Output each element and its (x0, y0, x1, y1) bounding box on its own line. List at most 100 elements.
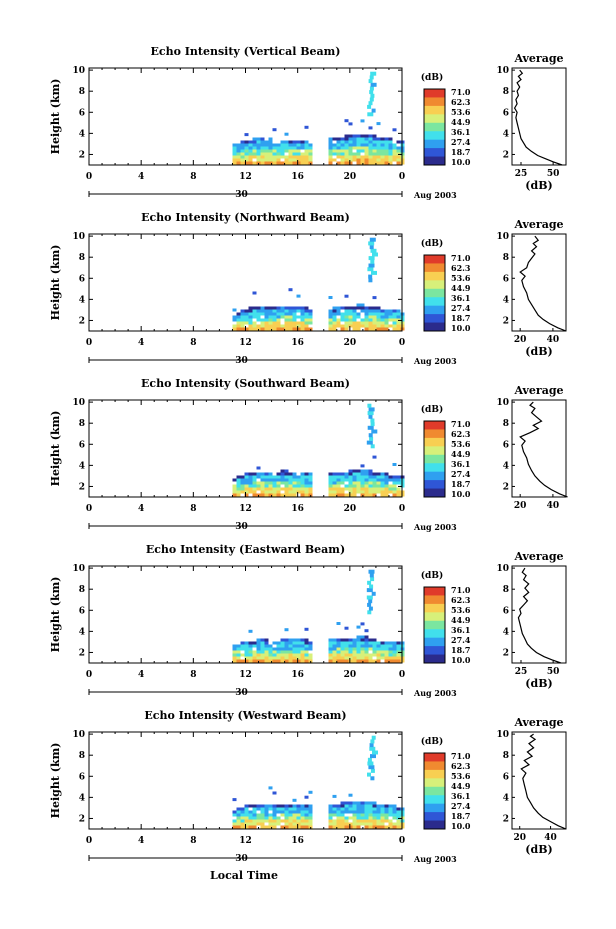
heatmap-cell (344, 825, 349, 829)
heatmap-cell (360, 622, 365, 626)
heatmap-cell (260, 810, 265, 814)
heatmap-cell (304, 810, 309, 814)
heatmap-cell (288, 493, 293, 497)
y-tick-label: 6 (79, 772, 85, 782)
heatmap-cell (268, 478, 273, 482)
profile-x-tick-label: 20 (514, 335, 527, 345)
heatmap-cell (388, 807, 393, 811)
heatmap-cell (264, 650, 269, 654)
heatmap-cell (288, 475, 293, 479)
heatmap-cell (300, 659, 305, 663)
heatmap-cell (376, 819, 381, 823)
heatmap-cell (300, 804, 305, 808)
chart-panel: Echo Intensity (Westward Beam)Height (km… (49, 709, 567, 864)
heatmap-cell (292, 816, 297, 820)
x-tick-label: 20 (344, 836, 357, 846)
heatmap-cell (284, 804, 289, 808)
heatmap-cell (272, 475, 277, 479)
heatmap-cell (368, 149, 373, 153)
heatmap-cell (368, 493, 373, 497)
heatmap-cell (392, 490, 397, 494)
heatmap-cell (240, 487, 245, 491)
heatmap-cell (272, 143, 277, 147)
heatmap-cell (240, 810, 245, 814)
heatmap-cell (392, 644, 397, 648)
heatmap-cell (340, 656, 345, 660)
heatmap-cell (288, 825, 293, 829)
heatmap-cell (236, 810, 241, 814)
heatmap-cell (360, 472, 365, 476)
heatmap-cell (256, 650, 261, 654)
heatmap-cell (244, 481, 249, 485)
heatmap-cell (396, 315, 401, 319)
heatmap-cell (296, 819, 301, 823)
heatmap-cell (304, 822, 309, 826)
heatmap-cell (336, 161, 341, 165)
profile-y-tick-label: 2 (503, 814, 509, 824)
heatmap-cell (296, 490, 301, 494)
heatmap-cell (336, 481, 341, 485)
heatmap-cell (260, 143, 265, 147)
heatmap-cell (276, 158, 281, 162)
heatmap-cell (360, 303, 365, 307)
heatmap-cell (356, 810, 361, 814)
heatmap-cell (328, 813, 333, 817)
heatmap-cell (332, 315, 337, 319)
x-tick-label: 8 (190, 836, 196, 846)
heatmap-cell (256, 324, 261, 328)
heatmap-cell (236, 158, 241, 162)
heatmap-cell (340, 324, 345, 328)
heatmap-cell (256, 807, 261, 811)
x-tick-label: 0 (86, 172, 92, 182)
colorbar-unit: (dB) (421, 72, 443, 83)
heatmap-cell (240, 327, 245, 331)
heatmap-cell (296, 475, 301, 479)
heatmap-cell (352, 816, 357, 820)
heatmap-cell (388, 484, 393, 488)
heatmap-cell (292, 475, 297, 479)
heatmap-cell (344, 626, 349, 630)
heatmap-cell (264, 659, 269, 663)
heatmap-cell (308, 158, 313, 162)
heatmap-cell (232, 825, 237, 829)
colorbar-tick-label: 10.0 (451, 157, 471, 167)
heatmap-cell (272, 819, 277, 823)
heatmap-cell (360, 819, 365, 823)
heatmap-cell (260, 641, 265, 645)
profile-y-tick-label: 2 (503, 150, 509, 160)
heatmap-cell (276, 490, 281, 494)
heatmap-cell (368, 825, 373, 829)
heatmap-cell (364, 807, 369, 811)
heatmap-cell (292, 807, 297, 811)
x-tick-label: 4 (138, 670, 144, 680)
heatmap-cell (264, 644, 269, 648)
heatmap-cell (280, 478, 285, 482)
heatmap-cell (376, 641, 381, 645)
heatmap-cell (332, 137, 337, 141)
heatmap-cell (304, 641, 309, 645)
heatmap-cell (240, 478, 245, 482)
colorbar-tick-label: 71.0 (451, 751, 471, 761)
heatmap-cell (252, 653, 257, 657)
y-axis-label: Height (km) (49, 245, 62, 321)
heatmap-cell (367, 403, 372, 408)
heatmap-cell (369, 746, 376, 751)
heatmap-cell (272, 155, 277, 159)
heatmap-cell (336, 312, 341, 316)
heatmap-cell (396, 813, 401, 817)
heatmap-cell (370, 82, 377, 87)
heatmap-cell (292, 315, 297, 319)
heatmap-cell (348, 158, 353, 162)
heatmap-cell (272, 807, 277, 811)
heatmap-cell (352, 321, 357, 325)
heatmap-cell (364, 137, 369, 141)
profile-frame (511, 399, 567, 498)
y-tick-label: 6 (79, 606, 85, 616)
heatmap-cell (364, 469, 369, 473)
heatmap-cell (260, 653, 265, 657)
heatmap-cell (332, 318, 337, 322)
x-tick-label: 8 (190, 338, 196, 348)
heatmap-cell (360, 155, 365, 159)
heatmap-cell (240, 161, 245, 165)
heatmap-cell (344, 484, 349, 488)
